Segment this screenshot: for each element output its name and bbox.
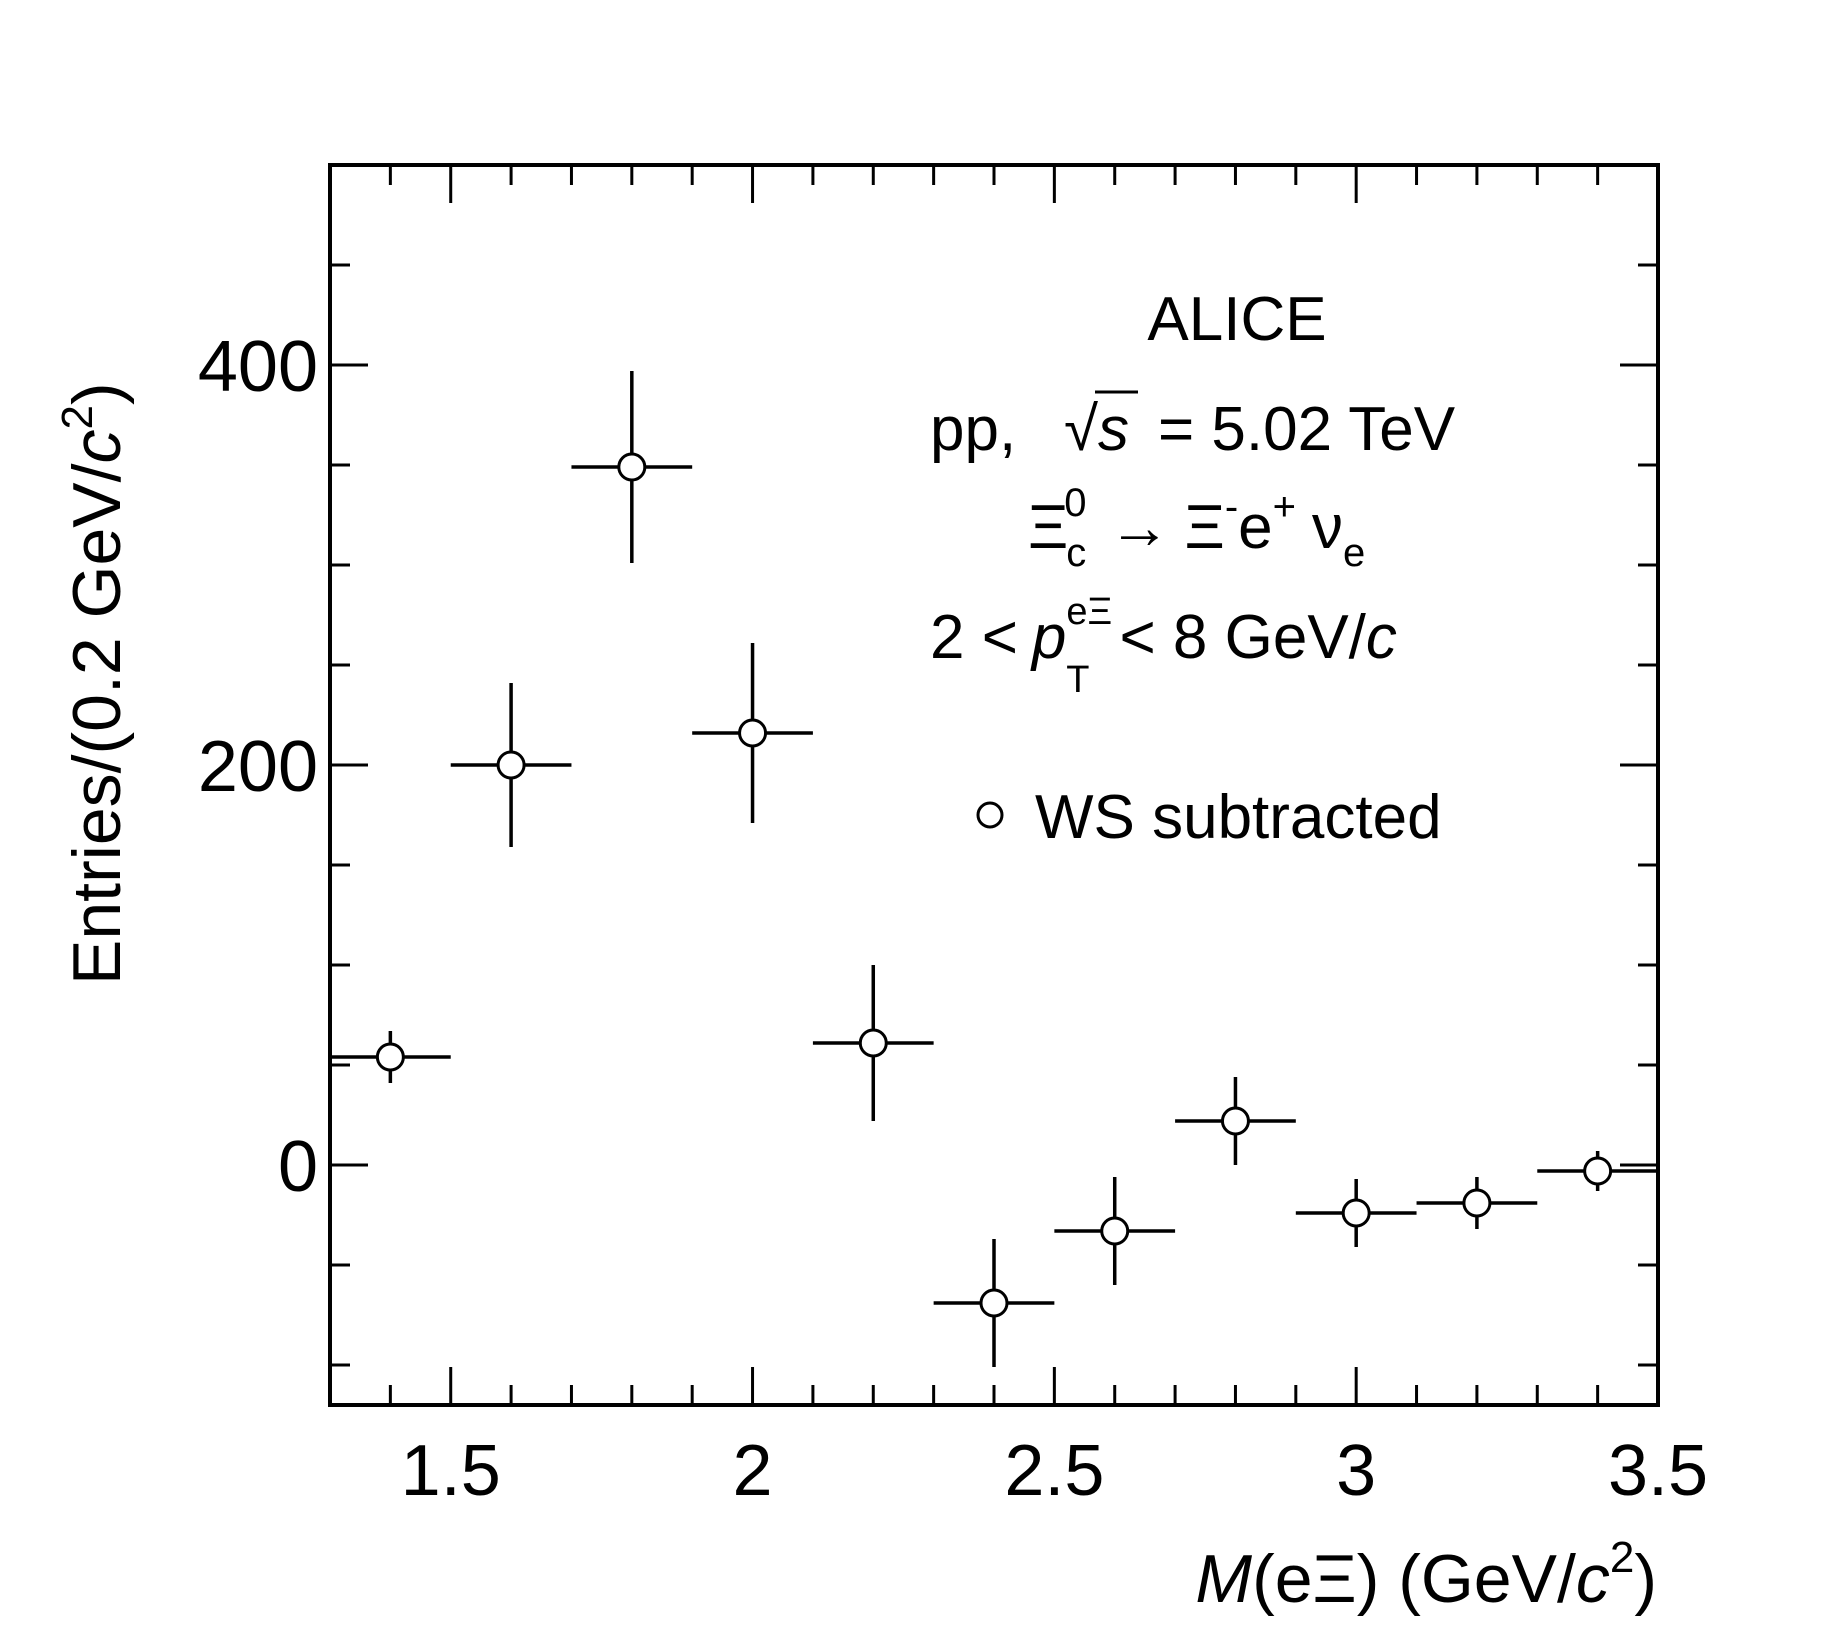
marker-open-circle <box>858 1028 888 1058</box>
data-point <box>1295 1179 1417 1247</box>
marker-open-circle <box>1341 1198 1371 1228</box>
marker-open-circle <box>1462 1188 1492 1218</box>
data-point <box>1175 1077 1296 1165</box>
marker-open-circle <box>1583 1156 1613 1186</box>
y-tick-label: 200 <box>198 727 318 807</box>
sqrt-symbol: √ <box>1064 395 1098 464</box>
data-points <box>330 371 1658 1367</box>
data-point <box>1054 1177 1176 1285</box>
legend-entry: WS subtracted <box>1035 783 1442 852</box>
marker-open-circle <box>375 1042 405 1072</box>
svg-text:= 5.02 TeV: = 5.02 TeV <box>1158 395 1456 464</box>
data-point <box>1416 1177 1538 1229</box>
x-tick-label: 2.5 <box>1004 1431 1104 1511</box>
x-tick-label: 3 <box>1336 1431 1376 1511</box>
svg-text:s: s <box>1098 395 1129 464</box>
decay-channel-label: Ξc0 → Ξ-e+ νe <box>1028 481 1365 575</box>
axis-ticks <box>330 165 1660 1405</box>
plot-frame <box>328 163 1660 1407</box>
legend: WS subtracted <box>976 783 1442 852</box>
marker-open-circle <box>1220 1106 1250 1136</box>
svg-text:pp,: pp, <box>930 395 1016 464</box>
y-axis-label: Entries/(0.2 GeV/c2) <box>53 382 135 985</box>
y-tick-label: 0 <box>278 1127 318 1207</box>
marker-open-circle <box>1100 1216 1130 1246</box>
legend-marker-open-circle <box>976 801 1004 829</box>
data-point <box>450 683 572 847</box>
data-point <box>1537 1151 1658 1191</box>
experiment-label: ALICE <box>1147 285 1326 354</box>
marker-open-circle <box>617 452 647 482</box>
x-tick-label: 3.5 <box>1608 1431 1708 1511</box>
data-point <box>933 1239 1055 1367</box>
x-tick-label: 2 <box>733 1431 773 1511</box>
marker-open-circle <box>496 750 526 780</box>
data-point <box>692 643 813 823</box>
data-point <box>330 1031 451 1083</box>
pt-range-label: 2 < peΞ T< 8 GeV/c <box>930 591 1397 701</box>
data-point <box>571 371 693 563</box>
marker-open-circle <box>738 718 768 748</box>
x-tick-label: 1.5 <box>401 1431 501 1511</box>
x-axis-label: M(eΞ) (GeV/c2) <box>1195 1533 1657 1617</box>
collision-system-label: pp, √ s = 5.02 TeV <box>930 390 1456 464</box>
marker-open-circle <box>979 1288 1009 1318</box>
y-tick-label: 400 <box>198 327 318 407</box>
tick-labels: 1.5 2 2.5 3 3.5 0 200 400 <box>198 327 1708 1511</box>
data-point <box>812 965 934 1121</box>
